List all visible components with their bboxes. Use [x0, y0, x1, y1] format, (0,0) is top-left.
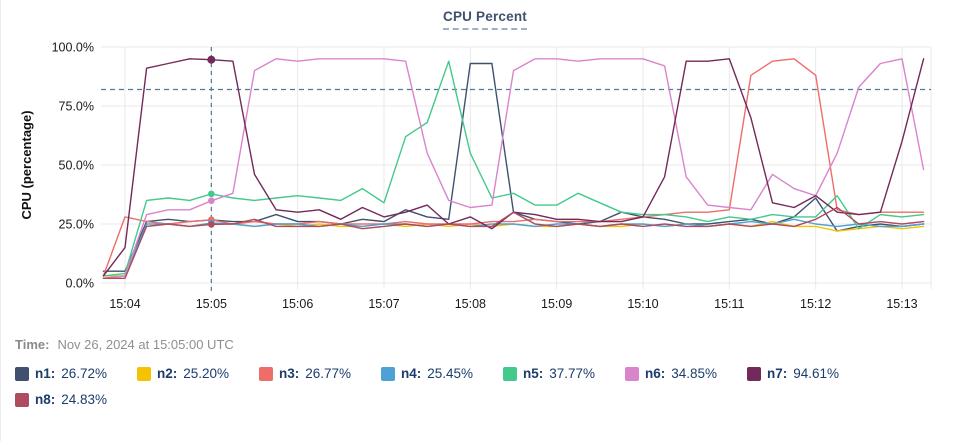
y-tick-label: 0.0% — [66, 277, 95, 291]
legend-item-n7[interactable]: n7: 94.61% — [747, 366, 869, 381]
legend-swatch-n8 — [15, 392, 29, 407]
legend-value: 34.85% — [671, 366, 718, 381]
legend-value: 25.45% — [427, 366, 474, 381]
legend-label: n1: — [35, 366, 56, 381]
legend-item-n6[interactable]: n6: 34.85% — [625, 366, 747, 381]
series-line-n5[interactable] — [102, 60, 925, 277]
legend-value: 26.77% — [305, 366, 352, 381]
series-line-n4[interactable] — [102, 218, 925, 279]
legend-value: 25.20% — [183, 366, 230, 381]
legend-item-n5[interactable]: n5: 37.77% — [503, 366, 625, 381]
legend-value: 37.77% — [549, 366, 596, 381]
y-tick-label: 25.0% — [59, 218, 94, 232]
x-tick-label: 15:09 — [541, 297, 572, 311]
x-tick-label: 15:06 — [282, 297, 313, 311]
y-tick-label: 50.0% — [59, 159, 94, 173]
legend-label: n4: — [401, 366, 422, 381]
cpu-percent-chart[interactable]: 0.0% 25.0% 50.0% 75.0% 100.0% 15:04 15:05 15:06… — [1, 0, 968, 322]
series-line-n1[interactable] — [102, 62, 925, 272]
x-tick-label: 15:07 — [368, 297, 399, 311]
chart-title-wrap: CPU Percent — [1, 8, 968, 30]
x-tick-label: 15:11 — [714, 297, 744, 311]
legend-value: 94.61% — [793, 366, 840, 381]
series-line-n6[interactable] — [102, 58, 925, 279]
crosshair-dot-n8 — [208, 221, 215, 228]
crosshair-dot-n5 — [208, 190, 215, 198]
legend-label: n7: — [767, 366, 788, 381]
y-tick-label: 100.0% — [52, 41, 94, 55]
x-tick-label: 15:04 — [109, 297, 140, 311]
x-tick-label: 15:05 — [196, 297, 227, 311]
legend-label: n5: — [523, 366, 544, 381]
legend-swatch-n3 — [259, 366, 273, 381]
chart-title[interactable]: CPU Percent — [443, 9, 527, 30]
legend-swatch-n7 — [747, 366, 761, 381]
time-label: Time: — [15, 337, 50, 352]
x-tick-label: 15:10 — [627, 297, 658, 311]
legend-label: n2: — [157, 366, 178, 381]
legend-label: n6: — [645, 366, 666, 381]
legend-swatch-n1 — [15, 366, 29, 381]
legend-swatch-n4 — [381, 366, 395, 381]
crosshair-dot-n6 — [208, 197, 215, 205]
legend-item-n3[interactable]: n3: 26.77% — [259, 366, 381, 381]
legend-swatch-n5 — [503, 366, 517, 381]
x-tick-label: 15:12 — [800, 297, 831, 311]
series-line-n2[interactable] — [102, 220, 925, 277]
time-row: Time: Nov 26, 2024 at 15:05:00 UTC — [15, 337, 234, 352]
legend-label: n3: — [279, 366, 300, 381]
y-tick-label: 75.0% — [59, 100, 94, 114]
x-tick-label: 15:08 — [455, 297, 486, 311]
series-line-n3[interactable] — [102, 58, 925, 277]
time-value: Nov 26, 2024 at 15:05:00 UTC — [57, 337, 234, 352]
legend-item-n4[interactable]: n4: 25.45% — [381, 366, 503, 381]
legend-item-n8[interactable]: n8: 24.83% — [15, 392, 137, 407]
x-tick-label: 15:13 — [886, 297, 917, 311]
series-line-n8[interactable] — [102, 206, 925, 279]
crosshair-dot-n7 — [207, 55, 216, 64]
legend-item-n2[interactable]: n2: 25.20% — [137, 366, 259, 381]
legend: n1: 26.72% n2: 25.20% n3: 26.77% n4: 25.45% n5: 3… — [15, 366, 895, 407]
legend-label: n8: — [35, 392, 56, 407]
legend-swatch-n6 — [625, 366, 639, 381]
y-axis-title: CPU (percentage) — [19, 110, 34, 219]
legend-item-n1[interactable]: n1: 26.72% — [15, 366, 137, 381]
legend-value: 24.83% — [61, 392, 108, 407]
legend-value: 26.72% — [61, 366, 108, 381]
legend-swatch-n2 — [137, 366, 151, 381]
series-line-n7[interactable] — [102, 58, 925, 277]
